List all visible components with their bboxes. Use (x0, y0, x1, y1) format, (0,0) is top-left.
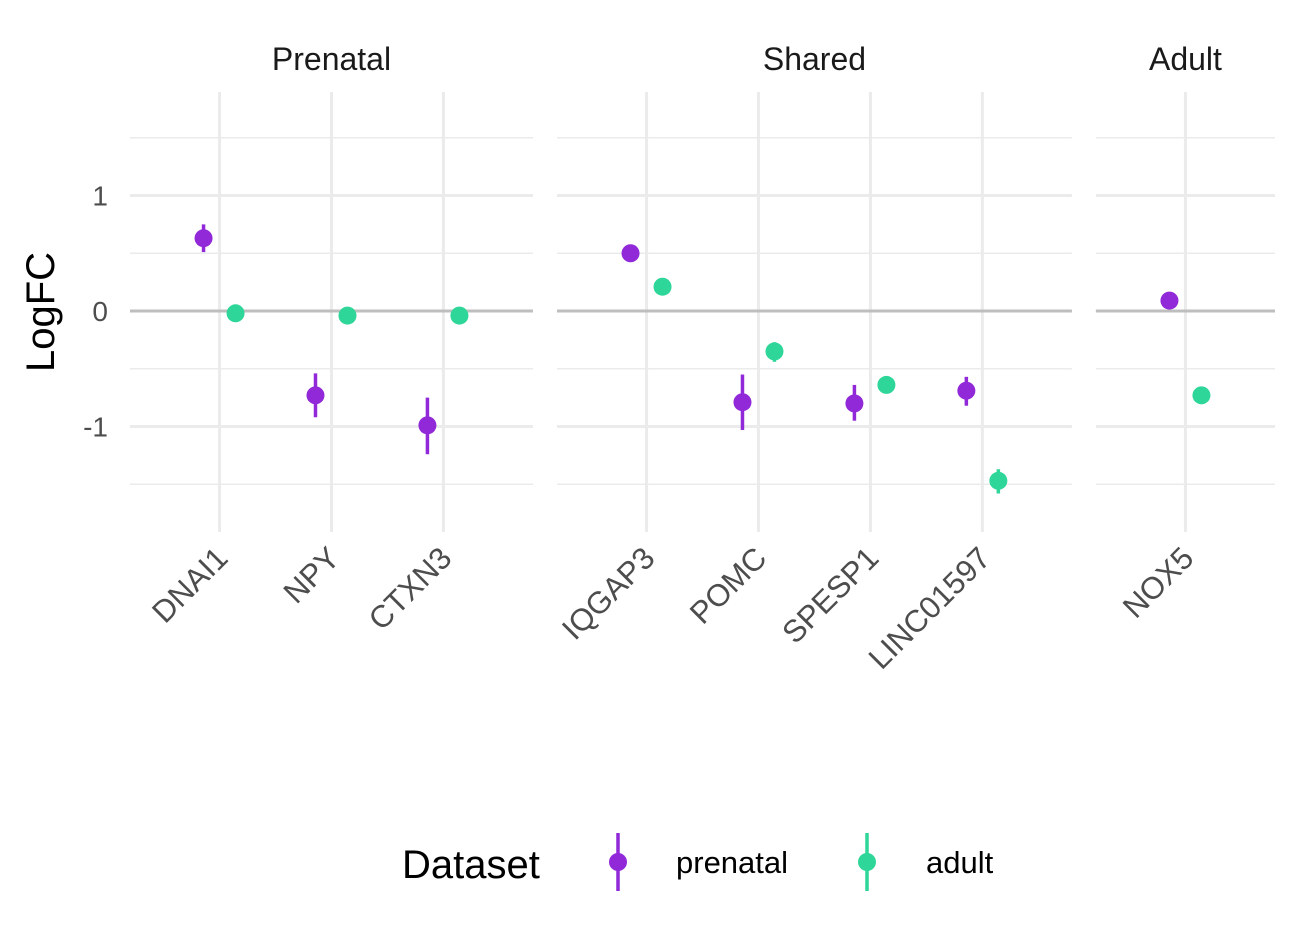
point-prenatal-pomc (733, 393, 752, 412)
facet-panel-adult: Adult NOX5 (1095, 41, 1275, 625)
point-adult-spesp1 (877, 375, 896, 394)
point-adult-iqgap3 (653, 277, 672, 296)
point-prenatal-linc01597 (957, 381, 976, 400)
point-adult-pomc (765, 342, 784, 361)
facet-title: Shared (763, 41, 866, 77)
y-tick-label: 1 (92, 181, 108, 212)
facet-title: Adult (1149, 41, 1222, 77)
x-tick-label: SPESP1 (775, 540, 885, 650)
x-tick-label: IQGAP3 (555, 540, 661, 646)
legend-label-adult: adult (926, 845, 994, 880)
x-tick-label: NOX5 (1116, 540, 1200, 624)
y-tick-label: -1 (83, 412, 108, 443)
x-tick-label: NPY (277, 540, 347, 610)
x-tick-label: POMC (683, 540, 774, 631)
legend-key-point-prenatal (609, 853, 627, 871)
point-prenatal-dnai1 (194, 229, 213, 248)
facet-title: Prenatal (272, 41, 391, 77)
x-tick-label: CTXN3 (362, 540, 459, 637)
point-adult-ctxn3 (450, 306, 469, 325)
point-adult-npy (338, 306, 357, 325)
y-axis: -1 0 1 (83, 181, 108, 443)
point-prenatal-spesp1 (845, 394, 864, 413)
point-adult-dnai1 (226, 304, 245, 323)
legend: Dataset prenatal adult (402, 833, 994, 891)
x-tick-label: DNAI1 (145, 540, 234, 629)
legend-title: Dataset (402, 843, 540, 887)
y-tick-label: 0 (92, 296, 108, 327)
point-adult-linc01597 (989, 471, 1008, 490)
facet-panel-prenatal: Prenatal DNAI1 NPY CTXN3 (130, 41, 533, 637)
legend-key-point-adult (858, 853, 876, 871)
point-prenatal-iqgap3 (621, 244, 640, 263)
point-prenatal-nox5 (1160, 291, 1179, 310)
facet-panels: Prenatal DNAI1 NPY CTXN3 Shared IQGAP3 POMC SPE… (130, 41, 1275, 676)
y-axis-title: LogFC (19, 252, 63, 372)
point-adult-nox5 (1192, 386, 1211, 405)
point-prenatal-ctxn3 (418, 416, 437, 435)
legend-label-prenatal: prenatal (676, 845, 788, 880)
x-tick-label: LINC01597 (862, 540, 998, 676)
point-prenatal-npy (306, 386, 325, 405)
